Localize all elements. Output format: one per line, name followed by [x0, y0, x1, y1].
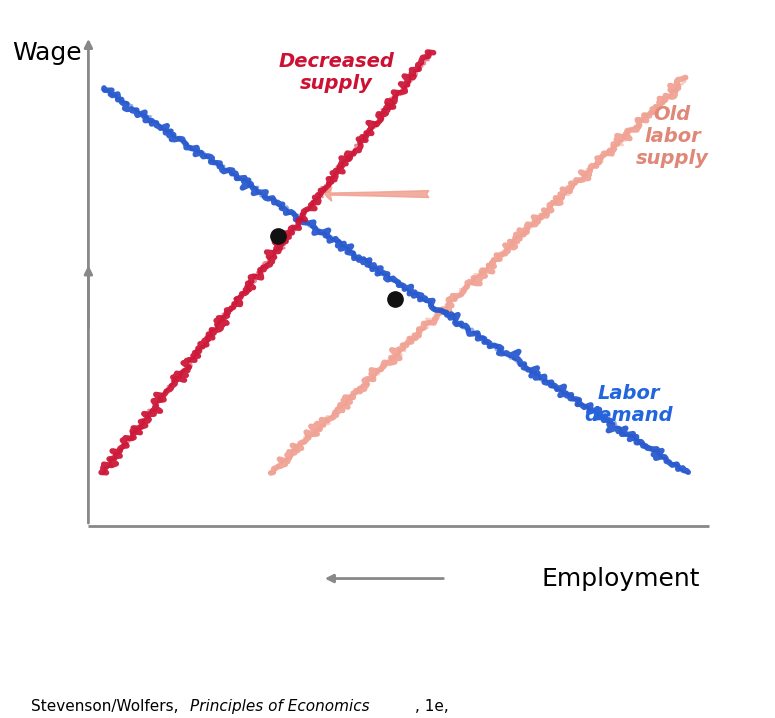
Text: Decreased
supply: Decreased supply — [279, 52, 394, 93]
Text: , 1e,: , 1e, — [415, 699, 449, 714]
Text: Stevenson/Wolfers,: Stevenson/Wolfers, — [31, 699, 184, 714]
Text: Employment: Employment — [541, 567, 700, 590]
Text: Old
labor
supply: Old labor supply — [636, 105, 709, 167]
Text: Wage: Wage — [12, 42, 81, 65]
Text: Principles of Economics: Principles of Economics — [190, 699, 370, 714]
Text: Labor
demand: Labor demand — [584, 383, 673, 424]
